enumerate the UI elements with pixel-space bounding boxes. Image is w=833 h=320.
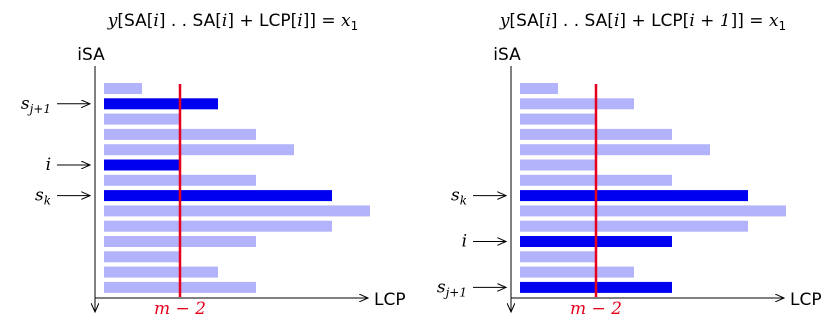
row-marker-label: sj+1: [437, 277, 467, 299]
highlighted-bar: [104, 159, 180, 171]
lcp-bar: [520, 220, 748, 232]
row-marker-label: sj+1: [21, 94, 51, 116]
lcp-bar: [104, 220, 332, 232]
lcp-bar: [520, 266, 634, 278]
lcp-bar: [104, 144, 294, 156]
lcp-bar: [520, 205, 786, 217]
lcp-bar: [520, 144, 710, 156]
row-marker-label: sk: [35, 186, 51, 208]
lcp-bar: [520, 113, 596, 125]
lcp-bar: [104, 205, 370, 217]
lcp-bar: [104, 251, 180, 263]
formula-right: y[SA[i] . . SA[i] + LCP[i + 1]] = x1: [499, 11, 786, 33]
lcp-bar: [104, 266, 218, 278]
lcp-bar: [520, 251, 596, 263]
row-marker-label: sk: [451, 186, 467, 208]
highlighted-bar: [104, 98, 218, 110]
threshold-label: m − 2: [570, 299, 622, 319]
isa-axis-label: iSA: [77, 45, 105, 65]
lcp-bar: [520, 98, 634, 110]
lcp-axis-label: LCP: [374, 290, 406, 310]
threshold-label: m − 2: [154, 299, 206, 319]
isa-axis-label: iSA: [493, 45, 521, 65]
row-marker-label: i: [46, 155, 51, 175]
highlighted-bar: [104, 190, 332, 202]
lcp-bar: [104, 83, 142, 94]
highlighted-bar: [520, 190, 748, 202]
lcp-bar: [520, 159, 596, 171]
formula-layer: y[SA[i] . . SA[i] + LCP[i]] = x1 y[SA[i]…: [107, 11, 786, 33]
lcp-axis-label: LCP: [790, 290, 822, 310]
lcp-bar: [520, 83, 558, 94]
formula-left: y[SA[i] . . SA[i] + LCP[i]] = x1: [107, 11, 359, 33]
lcp-bar: [104, 113, 180, 125]
row-marker-label: i: [462, 232, 467, 252]
